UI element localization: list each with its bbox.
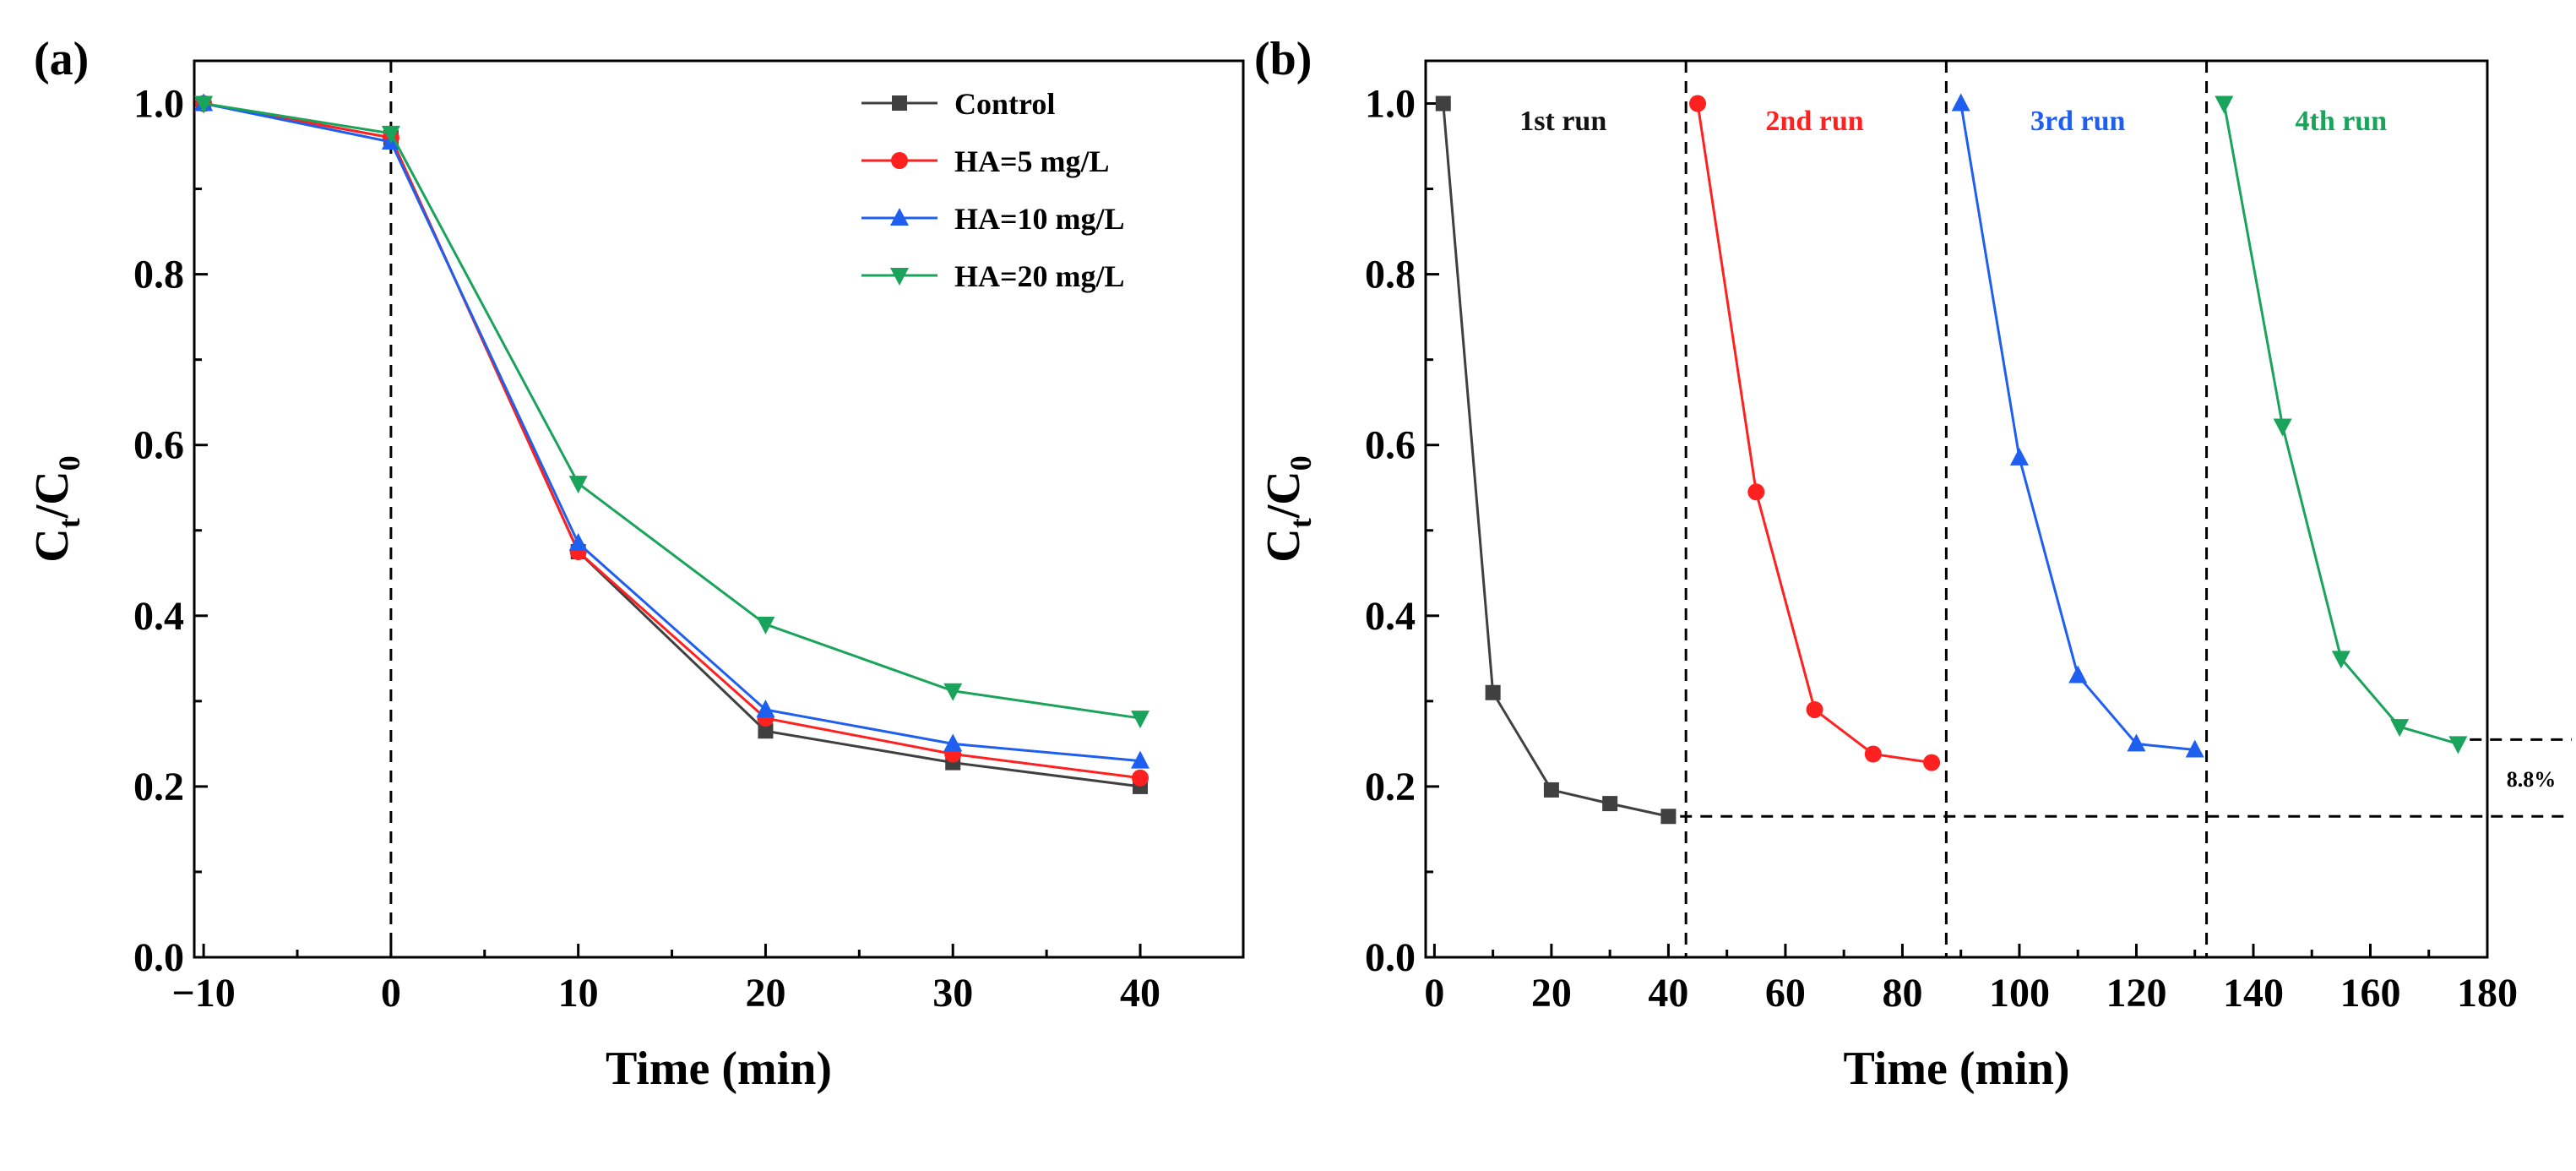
y-tick-label: 0.0 [133,935,184,980]
data-point-run-0 [1602,796,1618,812]
panel-label: (a) [34,33,89,85]
y-tick-label: 0.6 [1365,423,1416,468]
data-point-run-2 [2068,665,2088,684]
y-axis-title: Ct/C0 [1258,455,1318,562]
data-point-series-2 [1131,750,1150,769]
y-axis-title-main: C [26,528,79,562]
legend-label-3: HA=20 mg/L [954,259,1125,293]
x-tick-label: 80 [1882,971,1922,1016]
data-point-series-3 [943,683,963,701]
data-point-run-2 [2009,447,2029,466]
y-tick-label: 0.2 [1365,765,1416,809]
x-tick-label: 40 [1120,971,1160,1016]
series-line-1 [203,102,1141,780]
run-label-0: 1st run [1519,106,1606,137]
x-tick-label: 140 [2223,971,2284,1016]
y-tick-label: 0.4 [133,594,184,639]
legend-label-1: HA=5 mg/L [954,144,1110,178]
data-point-run-0 [1485,684,1501,700]
y-axis-title: Ct/C0 [26,455,86,562]
y-tick-label: 0.2 [133,765,184,809]
data-point-series-0 [758,723,774,739]
data-point-series-2 [568,532,588,551]
y-axis-title-sub-t: t [52,518,86,528]
legend-label-0: Control [954,87,1055,121]
legend-marker-3 [890,268,909,286]
plot-frame [1424,59,2489,959]
y-tick-label: 1.0 [1365,82,1416,127]
series-line-2 [203,102,1141,763]
x-tick-label: 180 [2457,971,2518,1016]
panel-b-chart: 0 20 40 60 80 100 120 140 160 180 0.0 0.2 0.4 0.6 0.8 1… [1254,33,2572,1095]
data-point-series-3 [756,616,775,635]
x-tick-label: 0 [1424,971,1444,1016]
data-point-run-1 [1747,483,1765,501]
x-tick-label: 20 [1531,971,1572,1016]
y-axis-title-slash: /C [26,471,79,519]
legend-marker-0 [892,95,907,111]
data-point-run-1 [1689,95,1707,112]
plot-frame [193,59,1245,959]
data-point-run-2 [2185,739,2204,758]
x-tick-label: 100 [1989,971,2050,1016]
x-tick-label: 0 [381,971,401,1016]
data-point-run-3 [2448,736,2468,754]
legend-marker-1 [891,152,908,169]
data-point-series-2 [756,699,775,717]
data-point-run-3 [2390,719,2410,738]
y-axis-title-slash: /C [1258,471,1310,519]
panel-label: (b) [1254,33,1312,85]
data-point-series-3 [568,476,588,494]
data-point-run-1 [1864,745,1882,763]
y-axis-title-sub-t: t [1284,518,1318,528]
data-point-run-3 [2331,651,2350,669]
y-axis-title-sub-0: 0 [1284,455,1318,471]
data-point-series-3 [381,125,400,144]
x-axis-title: Time (min) [1843,1043,2069,1095]
x-axis-title: Time (min) [606,1043,832,1095]
x-tick-label: 120 [2106,971,2166,1016]
x-tick-label: 40 [1648,971,1688,1016]
y-tick-label: 0.0 [1365,935,1416,980]
x-tick-label: 60 [1765,971,1806,1016]
y-tick-label: 0.8 [133,253,184,297]
data-point-run-0 [1543,782,1559,798]
x-tick-label: −10 [171,971,235,1016]
data-point-run-3 [2215,95,2234,114]
data-point-series-2 [943,733,963,752]
y-tick-label: 0.8 [1365,253,1416,297]
data-point-run-1 [1923,754,1941,771]
y-tick-label: 0.6 [133,423,184,468]
run-label-1: 2nd run [1765,106,1863,137]
y-axis-title-main: C [1258,528,1310,562]
data-point-run-0 [1660,809,1677,825]
data-point-run-3 [2273,418,2292,437]
x-tick-label: 20 [745,971,785,1016]
data-point-series-3 [1131,711,1150,729]
data-point-series-1 [1132,769,1149,787]
efficiency-drop-label: 8.8% [2507,767,2557,792]
data-point-run-1 [1806,700,1823,718]
y-tick-label: 1.0 [133,82,184,127]
y-tick-label: 0.4 [1365,594,1416,639]
run-label-2: 3rd run [2030,106,2126,137]
legend-label-2: HA=10 mg/L [954,202,1125,236]
data-point-series-3 [194,95,214,114]
x-tick-label: 30 [932,971,973,1016]
legend-marker-2 [890,208,909,226]
x-tick-label: 160 [2340,971,2400,1016]
data-point-run-2 [2127,733,2146,752]
x-tick-label: 10 [558,971,599,1016]
run-label-3: 4th run [2296,106,2388,137]
data-point-run-0 [1435,95,1451,112]
y-axis-title-sub-0: 0 [52,455,86,471]
series-line-3 [203,102,1141,720]
data-point-run-2 [1951,93,1970,112]
panel-a-chart: −10 0 10 20 30 40 0.0 0.2 0.4 0.6 0.8 1.0 (a) Time (m… [26,33,1245,1095]
